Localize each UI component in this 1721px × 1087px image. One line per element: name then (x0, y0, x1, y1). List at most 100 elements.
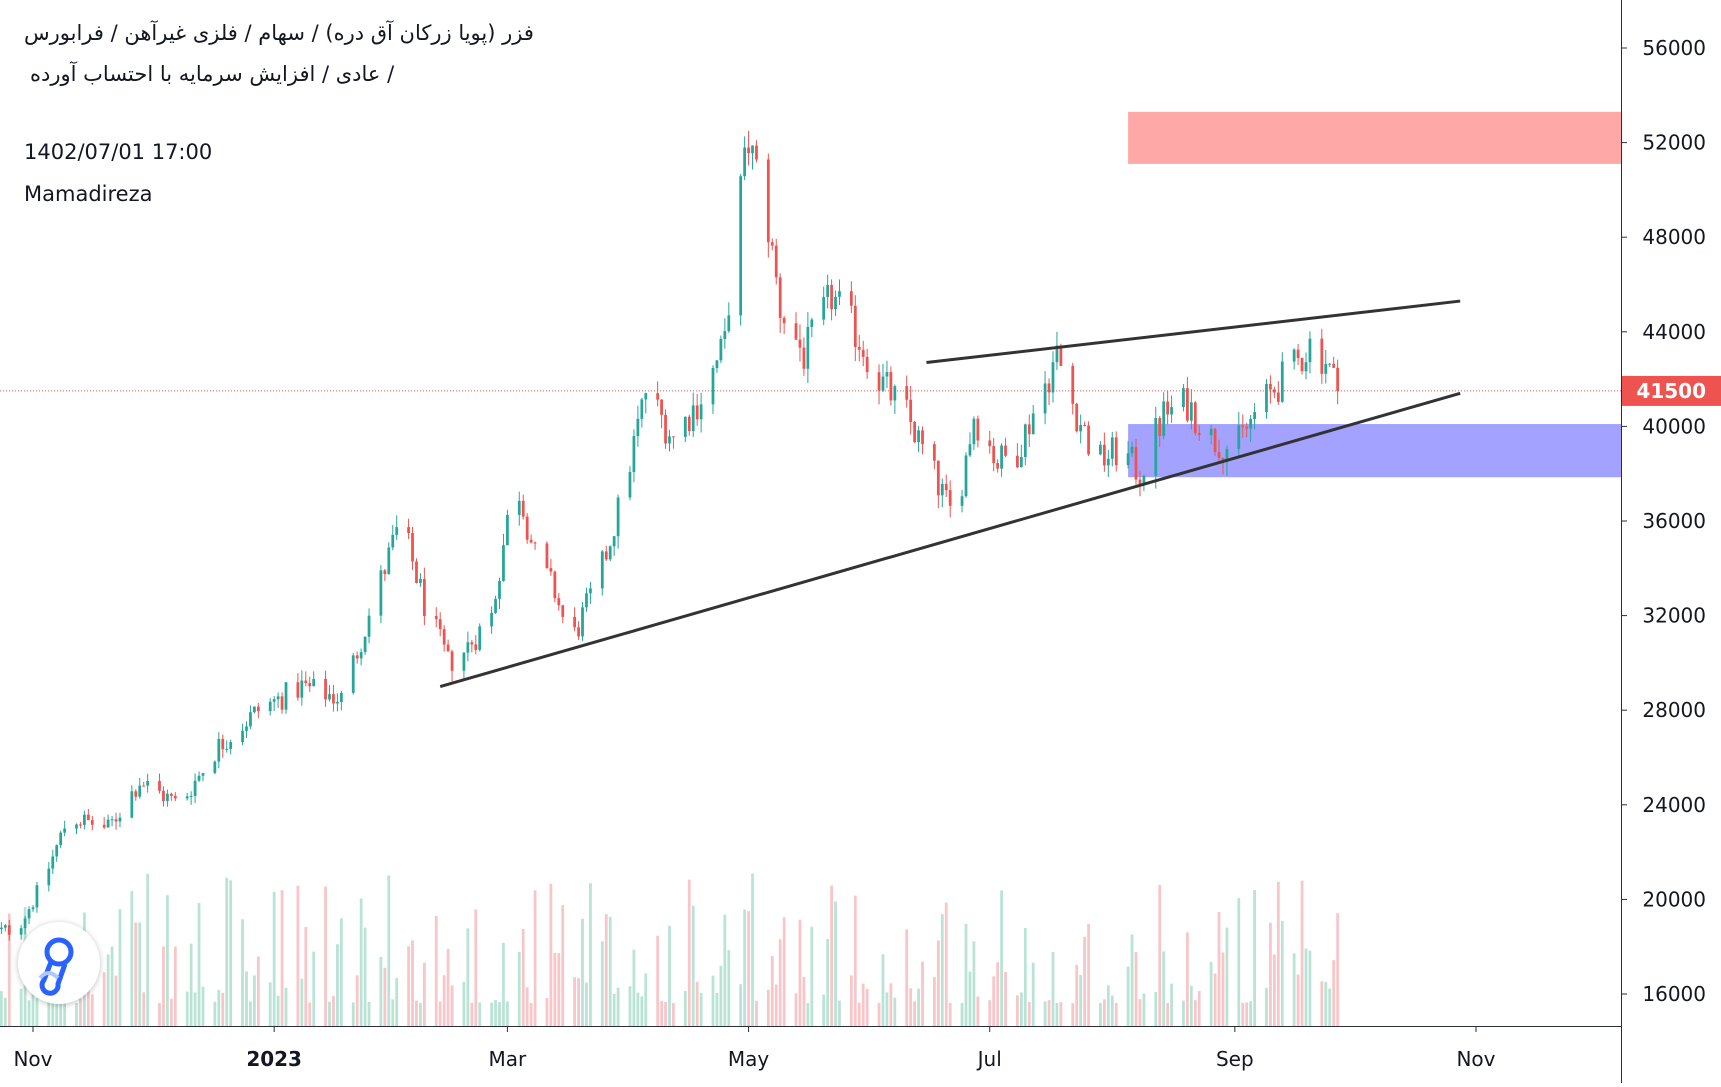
volume-bar (284, 987, 288, 1026)
candle-body (1043, 383, 1047, 414)
resistance-zone (1128, 111, 1621, 164)
volume-bar (628, 986, 632, 1026)
volume-bar (976, 996, 980, 1026)
volume-bar (581, 918, 584, 1026)
volume-bar (328, 1001, 331, 1026)
volume-bar (834, 901, 837, 1026)
volume-bar (968, 971, 972, 1026)
candle-body (668, 436, 671, 444)
volume-bar (407, 946, 410, 1026)
volume-bar (517, 951, 521, 1026)
candle-body (1249, 418, 1253, 429)
volume-bar (1055, 1002, 1059, 1026)
candle-body (379, 570, 383, 616)
volume-bar (1209, 961, 1213, 1026)
candle-body (276, 696, 280, 700)
candle-body (1110, 437, 1114, 459)
candle-body (407, 527, 410, 534)
volume-bar (169, 998, 173, 1026)
candle-body (849, 291, 853, 306)
volume-bar (770, 956, 774, 1026)
volume-bar (494, 1000, 497, 1026)
candle-body (1027, 424, 1031, 435)
volume-bar (27, 1000, 31, 1026)
volume-bar (687, 879, 691, 1026)
candle-body (1134, 446, 1138, 480)
volume-bar (31, 974, 35, 1026)
candle-body (782, 317, 786, 324)
candle-body (1217, 452, 1221, 458)
candle-body (861, 349, 865, 357)
candle-body (102, 824, 106, 828)
volume-bar (1130, 934, 1134, 1026)
candle-body (241, 730, 244, 743)
candle-body (604, 551, 608, 560)
candle-body (130, 791, 134, 818)
time-tick-label: 2023 (246, 1047, 302, 1071)
volume-bar (221, 992, 225, 1026)
volume-bar (1237, 898, 1241, 1026)
candle-body (802, 347, 806, 369)
volume-bar (280, 890, 284, 1026)
candle-body (616, 497, 620, 537)
volume-bar (557, 953, 561, 1026)
volume-bar (616, 987, 620, 1026)
candle-body (1272, 389, 1276, 393)
candle-body (19, 928, 23, 935)
volume-bar (173, 946, 177, 1026)
candle-body (1253, 411, 1256, 419)
volume-bar (853, 895, 857, 1026)
volume-bar (1162, 951, 1166, 1026)
candle-body (351, 655, 355, 693)
candle-body (1213, 428, 1217, 453)
volume-bar (106, 954, 110, 1026)
candle-body (1126, 453, 1130, 466)
candle-body (774, 245, 778, 278)
volume-bar (1193, 1000, 1197, 1026)
volume-bar (755, 1000, 758, 1026)
candle-body (612, 536, 616, 547)
volume-bar (1253, 890, 1256, 1026)
candle-body (1071, 365, 1075, 404)
volume-bar (308, 1002, 312, 1026)
volume-bar (715, 992, 719, 1026)
volume-bar (276, 995, 280, 1026)
candle-body (272, 699, 276, 702)
volume-bar (363, 927, 367, 1026)
candle-body (134, 791, 138, 797)
candle-body (478, 626, 482, 650)
candle-body (715, 360, 719, 368)
trendlines[interactable] (439, 299, 1461, 688)
candle-body (1189, 402, 1193, 421)
candle-body (506, 514, 509, 546)
time-axis[interactable]: Nov 2023 Mar May Jul Sep Nov (13, 1026, 1496, 1071)
volume-bar (355, 975, 359, 1026)
candle-body (7, 925, 11, 935)
candle-body (1004, 445, 1007, 456)
candle-body (90, 820, 94, 825)
volume-bar (19, 988, 23, 1026)
candle-body (23, 918, 27, 929)
volume-bar (774, 984, 778, 1026)
candle-body (1328, 363, 1332, 365)
volume-bar (379, 957, 383, 1026)
author-name: Mamadireza (24, 182, 153, 206)
candle-body (332, 694, 335, 704)
volume-bar (213, 1001, 217, 1026)
volume-bar (75, 1003, 78, 1026)
volume-bar (830, 885, 833, 1026)
price-axis[interactable]: 16000 20000 24000 28000 32000 36000 40000 44000… (1621, 36, 1706, 1006)
candle-body (1023, 424, 1027, 458)
volume-bar (411, 940, 414, 1026)
candle-body (1237, 425, 1241, 450)
candle-body (197, 775, 201, 781)
volume-bar (300, 978, 304, 1026)
candle-body (632, 436, 636, 472)
candle-body (35, 885, 39, 908)
tradingview-logo-icon[interactable] (18, 922, 100, 1004)
candle-body (1158, 417, 1162, 436)
candle-body (438, 619, 442, 630)
candle-body (185, 796, 189, 799)
